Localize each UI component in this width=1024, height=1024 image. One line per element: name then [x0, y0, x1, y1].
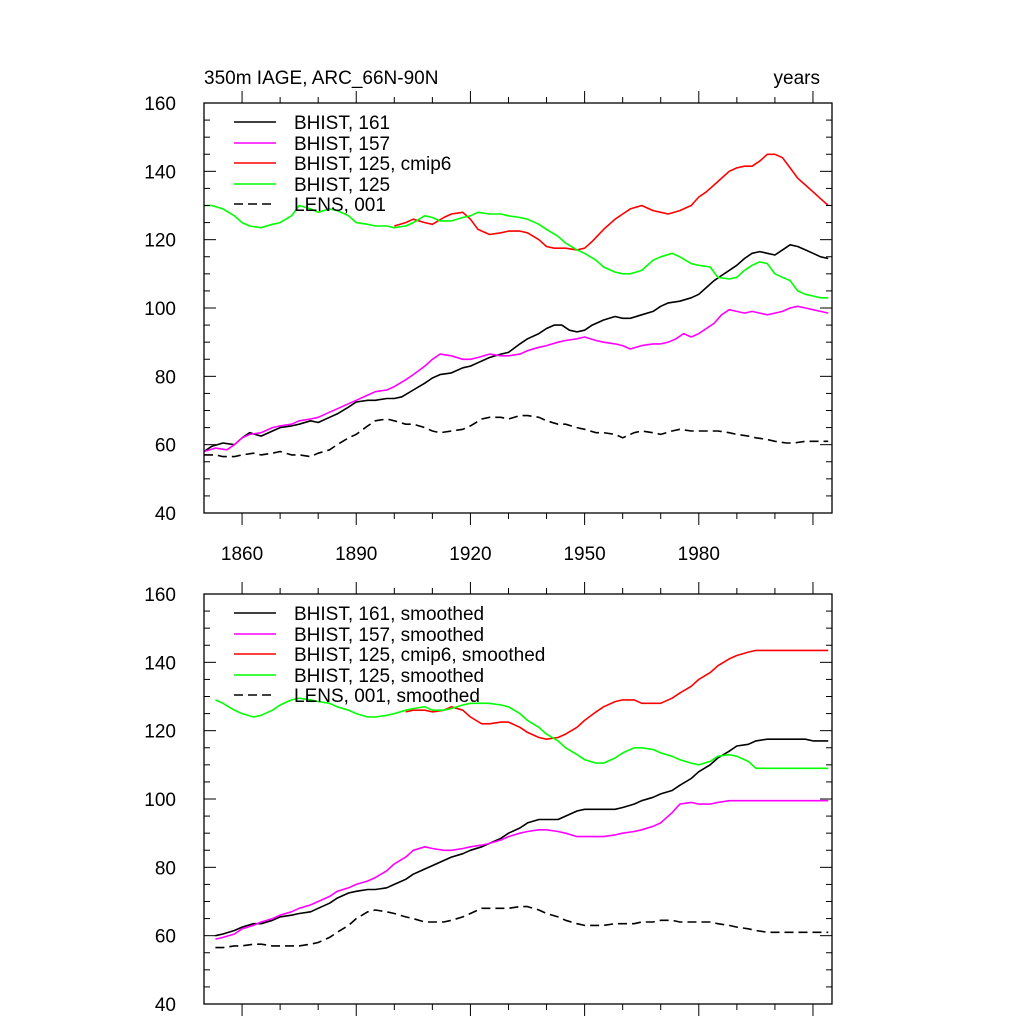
panel-units-label: years	[774, 68, 820, 89]
series-line-bhist-125-smoothed	[215, 697, 829, 770]
axis-ticks	[204, 582, 832, 1016]
top-panel: 350m IAGE, ARC_66N-90N years 40 60 80 100 12…	[144, 68, 833, 565]
y-tick-label: 100	[144, 299, 176, 320]
legend-label-bhist-157: BHIST, 157	[294, 134, 390, 155]
x-tick-label: 1890	[335, 544, 377, 565]
y-tick-label: 160	[144, 585, 176, 606]
legend: BHIST, 161, smoothed BHIST, 157, smoothe…	[234, 604, 545, 707]
axis-labels: 40 60 80 100 120 140 160	[144, 585, 176, 1016]
legend-label-bhist-125-cmip6: BHIST, 125, cmip6	[294, 154, 451, 175]
x-tick-label: 1920	[449, 544, 491, 565]
y-tick-label: 60	[155, 927, 176, 948]
legend-label-bhist-161: BHIST, 161	[294, 113, 390, 134]
series-line-bhist-125	[204, 204, 829, 299]
series-line-bhist-125-cmip6-smoothed	[405, 649, 829, 741]
series-line-bhist-157-smoothed	[215, 799, 829, 940]
series-line-bhist-161	[203, 244, 829, 453]
y-tick-label: 140	[144, 653, 176, 674]
legend-label-bhist-157-smoothed: BHIST, 157, smoothed	[294, 625, 484, 646]
axis-labels: 40 60 80 100 120 140 160 1860 1890 1920 1950 1980	[144, 94, 720, 565]
legend: BHIST, 161 BHIST, 157 BHIST, 125, cmip6 …	[234, 113, 451, 216]
legend-label-bhist-125-cmip6-smoothed: BHIST, 125, cmip6, smoothed	[294, 645, 545, 666]
legend-label-lens-001-smoothed: LENS, 001, smoothed	[294, 686, 480, 707]
series-line-lens-001	[204, 414, 829, 458]
series-line-bhist-161-smoothed	[215, 738, 829, 937]
series-line-bhist-157	[203, 305, 829, 453]
bottom-panel: 40 60 80 100 120 140 160 BHIST, 161, smoothed …	[144, 582, 833, 1016]
series-line-bhist-125-cmip6	[394, 153, 829, 251]
y-tick-label: 80	[155, 858, 176, 879]
y-tick-label: 140	[144, 162, 176, 183]
axis-ticks	[204, 91, 832, 525]
legend-label-bhist-161-smoothed: BHIST, 161, smoothed	[294, 604, 484, 625]
legend-label-bhist-125: BHIST, 125	[294, 175, 390, 196]
legend-label-bhist-125-smoothed: BHIST, 125, smoothed	[294, 666, 484, 687]
y-tick-label: 60	[155, 436, 176, 457]
series-layer	[215, 649, 829, 949]
legend-label-lens-001: LENS, 001	[294, 195, 386, 216]
y-tick-label: 40	[155, 995, 176, 1016]
x-tick-label: 1980	[678, 544, 720, 565]
y-tick-label: 80	[155, 367, 176, 388]
y-tick-label: 160	[144, 94, 176, 115]
x-tick-label: 1860	[221, 544, 263, 565]
panel-title: 350m IAGE, ARC_66N-90N	[204, 68, 438, 89]
y-tick-label: 120	[144, 722, 176, 743]
series-layer	[203, 153, 829, 458]
y-tick-label: 120	[144, 231, 176, 252]
x-tick-label: 1950	[563, 544, 605, 565]
series-line-lens-001-smoothed	[215, 905, 829, 949]
y-tick-label: 100	[144, 790, 176, 811]
y-tick-label: 40	[155, 504, 176, 525]
